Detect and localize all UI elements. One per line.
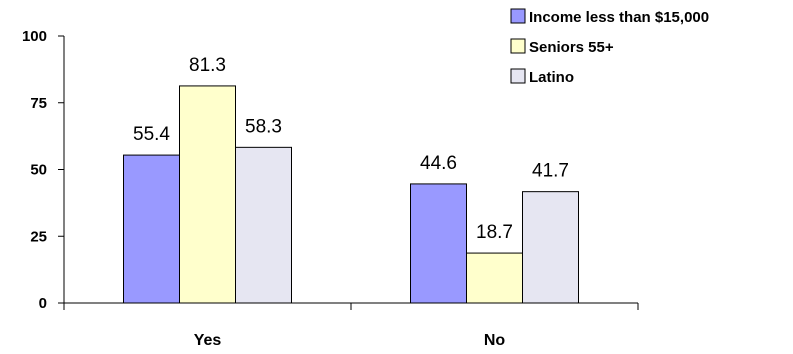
y-tick-label: 25 [30,228,47,245]
y-tick-label: 0 [39,295,47,312]
legend-swatch [510,68,526,84]
bar [235,146,292,304]
x-tick-label: No [484,332,506,349]
data-label: 41.7 [532,161,569,182]
data-label: 44.6 [420,153,457,174]
bar [466,252,523,304]
y-tick-label: 75 [30,95,47,112]
x-axis: Yes No [63,302,639,349]
data-labels: 55.4 81.3 58.3 44.6 18.7 41.7 [133,55,569,243]
data-label: 55.4 [133,124,170,145]
bar [410,183,467,304]
legend-swatch [510,8,526,24]
legend: Income less than $15,000 Seniors 55+ Latin… [510,8,709,86]
data-label: 58.3 [245,116,282,137]
bars [123,85,579,304]
y-axis: 0 25 50 75 100 [22,28,65,312]
bar [179,85,236,304]
data-label: 81.3 [189,55,226,76]
data-label: 18.7 [476,222,513,243]
y-tick-label: 50 [30,162,47,179]
legend-label: Income less than $15,000 [529,9,709,26]
legend-label: Seniors 55+ [529,39,614,56]
legend-label: Latino [529,69,574,86]
legend-swatch [510,38,526,54]
x-tick-label: Yes [194,332,222,349]
bar [522,191,579,304]
y-tick-label: 100 [22,28,47,45]
bar [123,154,180,304]
